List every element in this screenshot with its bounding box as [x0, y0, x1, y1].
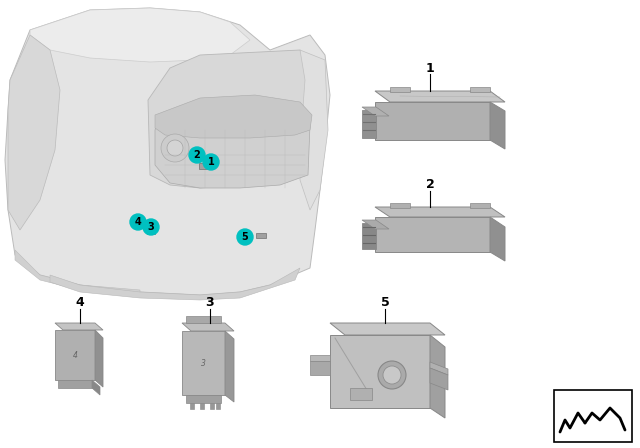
Polygon shape [470, 203, 490, 208]
Bar [199, 163, 209, 169]
Polygon shape [55, 323, 103, 330]
Polygon shape [92, 380, 100, 395]
Text: 4: 4 [134, 217, 141, 227]
Polygon shape [362, 110, 376, 138]
Bar [190, 403, 194, 409]
Polygon shape [470, 87, 490, 92]
Polygon shape [490, 102, 505, 149]
Polygon shape [375, 217, 490, 252]
Polygon shape [186, 316, 221, 323]
Polygon shape [490, 217, 505, 261]
Polygon shape [55, 330, 95, 380]
Text: 4: 4 [76, 297, 84, 310]
Polygon shape [30, 8, 250, 62]
Circle shape [143, 219, 159, 235]
Text: 4: 4 [72, 350, 77, 359]
Circle shape [167, 140, 183, 156]
Polygon shape [155, 98, 310, 188]
Bar [350, 388, 372, 400]
Polygon shape [362, 107, 389, 116]
Polygon shape [375, 91, 505, 102]
Text: 5: 5 [381, 297, 389, 310]
Polygon shape [390, 87, 410, 92]
Bar [200, 403, 204, 409]
Polygon shape [186, 395, 221, 403]
Bar [256, 233, 266, 238]
Circle shape [189, 147, 205, 163]
Polygon shape [50, 268, 300, 300]
Text: 3: 3 [148, 222, 154, 232]
Text: 2: 2 [194, 150, 200, 160]
Bar [210, 403, 214, 409]
Polygon shape [362, 223, 376, 249]
Polygon shape [430, 368, 448, 390]
Circle shape [203, 154, 219, 170]
Polygon shape [330, 335, 430, 408]
Polygon shape [58, 380, 92, 388]
Bar [147, 229, 155, 234]
Polygon shape [155, 95, 312, 138]
Polygon shape [95, 330, 103, 387]
Polygon shape [430, 362, 448, 375]
Polygon shape [375, 207, 505, 217]
Polygon shape [310, 355, 330, 361]
Polygon shape [362, 220, 389, 229]
Bar [554, 390, 632, 442]
Circle shape [161, 134, 189, 162]
Circle shape [378, 361, 406, 389]
Polygon shape [390, 203, 410, 208]
Polygon shape [15, 250, 140, 295]
Text: 1: 1 [426, 61, 435, 74]
Circle shape [237, 229, 253, 245]
Polygon shape [300, 50, 328, 210]
Circle shape [130, 214, 146, 230]
Circle shape [383, 366, 401, 384]
Polygon shape [148, 50, 318, 188]
Text: 3: 3 [200, 358, 205, 367]
Text: 1: 1 [207, 157, 214, 167]
Bar [216, 403, 220, 409]
Text: 3: 3 [205, 297, 214, 310]
Text: 5: 5 [242, 232, 248, 242]
Text: 2: 2 [426, 178, 435, 191]
Polygon shape [8, 35, 60, 230]
Polygon shape [330, 323, 445, 335]
Polygon shape [182, 331, 225, 395]
Polygon shape [375, 102, 490, 140]
Polygon shape [5, 8, 330, 295]
Polygon shape [225, 331, 234, 402]
Polygon shape [182, 323, 234, 331]
Polygon shape [430, 335, 445, 418]
Polygon shape [310, 361, 330, 375]
